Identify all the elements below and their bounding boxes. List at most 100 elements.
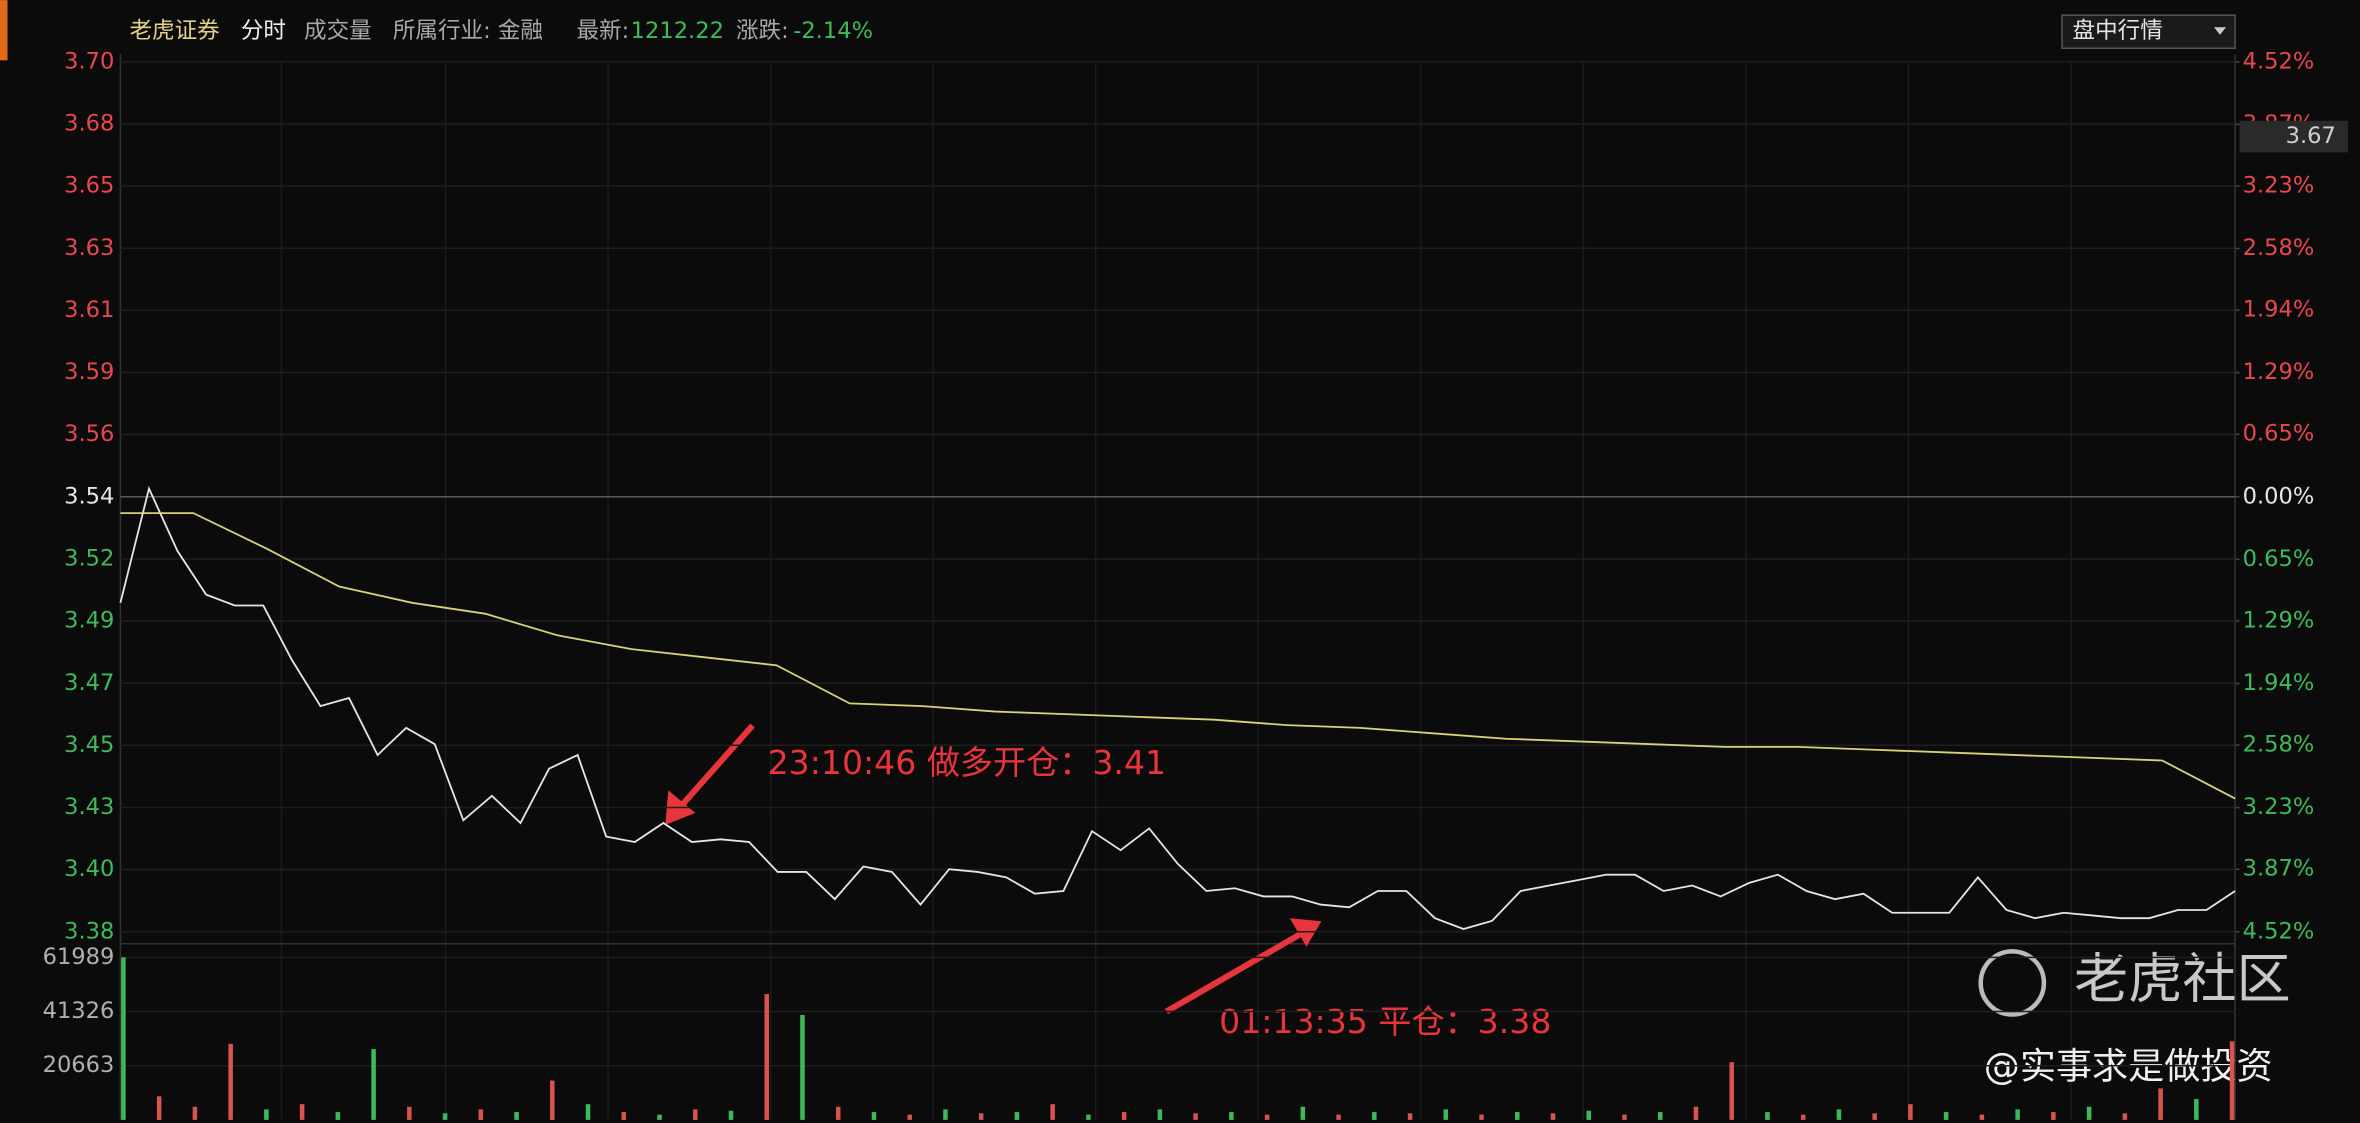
volume-bar <box>764 994 769 1120</box>
volume-bar <box>1264 1114 1270 1120</box>
dropdown-caret[interactable] <box>2214 27 2227 35</box>
volume-bar <box>1372 1112 1377 1120</box>
volume-bar <box>1908 1104 1913 1120</box>
volume-bar <box>1657 1112 1663 1120</box>
volume-bar <box>156 1096 162 1120</box>
volume-bar <box>1229 1112 1234 1120</box>
volume-bar <box>657 1114 662 1120</box>
volume-bar <box>978 1113 984 1120</box>
volume-bar <box>1836 1109 1842 1120</box>
side-marker <box>0 0 8 61</box>
y-tick-label: 3.47 <box>64 670 114 696</box>
y-tick-label: 3.54 <box>64 483 114 509</box>
volume-bar <box>1121 1112 1127 1120</box>
volume-bar <box>1979 1114 1985 1120</box>
dropdown-box[interactable] <box>2061 14 2236 50</box>
y2-tick-label: 0.65% <box>2243 546 2315 572</box>
volume-bar <box>800 1015 805 1120</box>
mode-dropdown[interactable]: 盘中行情 <box>2061 14 2236 50</box>
tab[interactable]: 成交量 <box>304 18 372 44</box>
volume-bar <box>228 1043 233 1120</box>
change-value: -2.14% <box>793 18 873 44</box>
brand[interactable]: 老虎证券 <box>129 18 219 44</box>
volume-bar <box>621 1112 627 1120</box>
volume-bar <box>1800 1114 1806 1120</box>
volume-bar <box>2122 1113 2128 1120</box>
dropdown-label[interactable]: 盘中行情 <box>2073 18 2163 44</box>
annotation: 01:13:35 平仓：3.38 <box>1219 1002 1551 1041</box>
volume-bar <box>264 1109 269 1120</box>
volume-bar <box>1515 1112 1520 1120</box>
volume-bar <box>585 1104 591 1120</box>
volume-bar <box>2086 1106 2092 1120</box>
volume-bar <box>1193 1113 1198 1120</box>
volume-bar <box>1622 1114 1627 1120</box>
y2-tick-label: 3.23% <box>2243 794 2315 820</box>
price-line <box>119 485 2236 930</box>
plot-layer <box>120 61 2236 933</box>
volume-bar <box>335 1112 341 1120</box>
y2-tick-label: 0.65% <box>2243 421 2315 447</box>
y-tick-label: 3.45 <box>64 732 114 758</box>
y-tick-label: 3.49 <box>64 608 114 634</box>
industry: 所属行业: 金融 <box>393 18 543 44</box>
price-line <box>120 512 2236 800</box>
annotation: 23:10:46 做多开仓：3.41 <box>768 743 1167 782</box>
volume-bar <box>2229 1041 2235 1120</box>
volume-bar <box>1586 1110 1592 1120</box>
volume-tick-label: 41326 <box>43 998 115 1024</box>
y2-tick-label: 1.29% <box>2243 359 2315 385</box>
y2-tick-label: 1.94% <box>2243 297 2315 323</box>
volume-bar <box>692 1109 698 1120</box>
volume-bar <box>1014 1112 1020 1120</box>
y-tick-label: 3.56 <box>64 421 114 447</box>
y-tick-label: 3.40 <box>64 856 114 882</box>
y-tick-label: 3.38 <box>64 918 114 944</box>
volume-bar <box>407 1106 412 1120</box>
y-tick-label: 3.70 <box>64 48 114 74</box>
volume-bar <box>1050 1104 1055 1120</box>
tab[interactable]: 分时 <box>241 18 286 44</box>
volume-bar <box>1765 1112 1770 1120</box>
volume-bar <box>371 1049 376 1120</box>
change-label: 涨跌: <box>736 18 789 44</box>
volume-bar <box>1693 1106 1699 1120</box>
volume-bar <box>1729 1062 1734 1120</box>
y2-tick-label: 2.58% <box>2243 235 2315 261</box>
y2-tick-label: 4.52% <box>2243 48 2315 74</box>
y-tick-label: 3.61 <box>64 297 114 323</box>
volume-tick-label: 20663 <box>43 1052 115 1078</box>
volume-bar <box>2194 1098 2199 1120</box>
volume-bar <box>121 957 126 1120</box>
volume-bar <box>728 1110 734 1120</box>
latest-value: 1212.22 <box>631 18 724 44</box>
volume-bar <box>2051 1112 2056 1120</box>
volume-bar <box>871 1112 877 1120</box>
volume-bar <box>943 1109 948 1120</box>
volume-tick-label: 61989 <box>43 944 115 970</box>
volume-bar <box>1407 1113 1413 1120</box>
volume-bar <box>299 1104 305 1120</box>
volume-bar <box>1157 1109 1163 1120</box>
volume-bar <box>478 1109 484 1120</box>
latest-label: 最新: <box>576 18 629 44</box>
y2-tick-label: 4.52% <box>2243 918 2315 944</box>
volume-bar <box>192 1106 198 1120</box>
volume-bar <box>514 1112 519 1120</box>
price-tag: 3.67 <box>2286 123 2336 149</box>
y-tick-label: 3.52 <box>64 546 114 572</box>
volume-bar <box>2015 1109 2020 1120</box>
arrow <box>1164 930 1304 1015</box>
arrow <box>678 723 755 809</box>
y-tick-label: 3.59 <box>64 359 114 385</box>
y2-tick-label: 1.94% <box>2243 670 2315 696</box>
volume-bar <box>1443 1109 1449 1120</box>
volume-bar <box>1943 1112 1949 1120</box>
volume-bar <box>1300 1106 1306 1120</box>
y2-tick-label: 1.29% <box>2243 607 2315 633</box>
volume-bar <box>1086 1114 1091 1120</box>
volume-bar <box>907 1114 912 1120</box>
